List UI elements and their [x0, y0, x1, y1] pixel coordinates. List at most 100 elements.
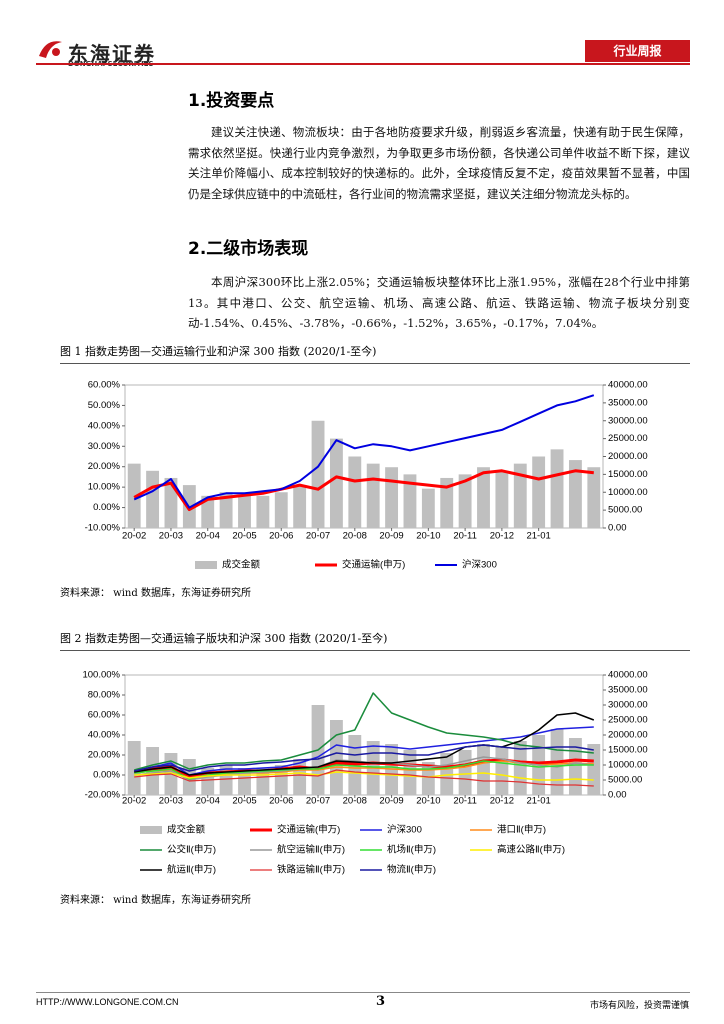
bar [219, 492, 233, 528]
legend-swatch [140, 826, 162, 834]
y-tick-label: 50.00% [88, 400, 121, 411]
y-tick-label: -10.00% [85, 523, 121, 534]
y2-tick-label: 15000.00 [608, 469, 648, 480]
legend-label: 交通运输(申万) [277, 824, 340, 836]
bar [587, 744, 601, 795]
x-tick-label: 20-08 [343, 796, 367, 807]
y2-tick-label: 15000.00 [608, 745, 648, 756]
y2-tick-label: 40000.00 [608, 670, 648, 681]
bar [146, 470, 160, 528]
legend-label: 成交金额 [222, 559, 261, 571]
legend-label: 铁路运输Ⅱ(申万) [277, 864, 345, 876]
y2-tick-label: 25000.00 [608, 715, 648, 726]
y-tick-label: 40.00% [88, 730, 121, 741]
y-tick-label: -20.00% [85, 790, 121, 801]
section-title: 2.二级市场表现 [188, 239, 309, 259]
x-tick-label: 20-03 [159, 796, 183, 807]
bar [568, 460, 582, 528]
y-tick-label: 10.00% [88, 482, 121, 493]
logo-text: 东海证券 [68, 42, 156, 66]
bar [477, 467, 490, 528]
y-tick-label: 60.00% [88, 710, 121, 721]
footer-url: HTTP://WWW.LONGONE.COM.CN [36, 997, 179, 1007]
y2-tick-label: 25000.00 [608, 433, 648, 444]
legend-label: 港口Ⅱ(申万) [497, 824, 546, 836]
bar [201, 495, 215, 528]
x-tick-label: 20-04 [196, 796, 220, 807]
bar [348, 456, 362, 528]
legend-label: 高速公路Ⅱ(申万) [497, 844, 565, 856]
bar [495, 747, 509, 795]
line-series [134, 760, 594, 780]
header-rule [36, 63, 690, 65]
y2-tick-label: 40000.00 [608, 380, 648, 391]
x-tick-label: 20-09 [379, 796, 403, 807]
y2-tick-label: 30000.00 [608, 700, 648, 711]
y2-tick-label: 0.00 [608, 523, 627, 534]
bar [458, 474, 472, 528]
bar [256, 495, 270, 528]
bar [238, 495, 251, 528]
footer-rule [36, 992, 690, 993]
y2-tick-label: 20000.00 [608, 730, 648, 741]
x-tick-label: 20-09 [379, 531, 403, 542]
y-tick-label: 60.00% [88, 380, 121, 391]
line-series [134, 769, 594, 787]
x-tick-label: 20-06 [269, 796, 293, 807]
y2-tick-label: 35000.00 [608, 397, 648, 408]
line-series [134, 712, 595, 776]
x-tick-label: 20-05 [232, 796, 256, 807]
bar [164, 477, 178, 528]
line-series [133, 394, 595, 509]
y2-tick-label: 30000.00 [608, 415, 648, 426]
x-tick-label: 20-02 [122, 531, 146, 542]
figure-source: 资料来源： wind 数据库，东海证券研究所 [60, 895, 251, 906]
x-tick-label: 20-12 [490, 796, 514, 807]
report-tag: 行业周报 [585, 40, 690, 62]
x-tick-label: 20-05 [232, 531, 256, 542]
bar [403, 474, 417, 528]
y-tick-label: 0.00% [93, 502, 120, 513]
bar [458, 750, 472, 795]
figure-caption: 图 2 指数走势图—交通运输子版块和沪深 300 指数 (2020/1-至今) [60, 630, 690, 651]
bar [421, 488, 435, 528]
legend-label: 交通运输(申万) [342, 559, 405, 571]
y2-tick-label: 0.00 [608, 790, 627, 801]
line-series [134, 771, 594, 781]
x-tick-label: 21-01 [526, 796, 550, 807]
bar [440, 753, 454, 795]
y-tick-label: 20.00% [88, 750, 121, 761]
x-tick-label: 20-11 [453, 531, 477, 542]
x-tick-label: 20-02 [122, 796, 146, 807]
bar [477, 744, 490, 795]
line-series [133, 469, 594, 512]
y2-tick-label: 35000.00 [608, 685, 648, 696]
bar [513, 463, 527, 528]
x-tick-label: 20-11 [453, 796, 477, 807]
bar [293, 485, 307, 528]
bar [329, 720, 343, 795]
legend-label: 沪深300 [387, 824, 422, 836]
bar [495, 470, 509, 528]
x-tick-label: 20-08 [343, 531, 367, 542]
legend-label: 公交Ⅱ(申万) [167, 844, 216, 856]
bar [127, 741, 141, 795]
line-series [134, 692, 594, 771]
y-tick-label: 20.00% [88, 461, 121, 472]
x-tick-label: 20-04 [196, 531, 220, 542]
bar [366, 463, 380, 528]
bar [440, 477, 454, 528]
x-tick-label: 20-10 [416, 531, 440, 542]
legend-label: 物流Ⅱ(申万) [387, 864, 436, 876]
section-body: 本周沪深300环比上涨2.05%；交通运输板块整体环比上涨1.95%，涨幅在28… [188, 275, 690, 330]
y2-tick-label: 5000.00 [608, 505, 642, 516]
bar [532, 456, 546, 528]
page-number: 3 [376, 994, 386, 1009]
y-tick-label: 80.00% [88, 690, 121, 701]
x-tick-label: 20-03 [159, 531, 183, 542]
section-title: 1.投资要点 [188, 91, 275, 111]
x-tick-label: 20-07 [306, 531, 330, 542]
bar [550, 449, 564, 528]
figure-caption: 图 1 指数走势图—交通运输行业和沪深 300 指数 (2020/1-至今) [60, 343, 690, 364]
